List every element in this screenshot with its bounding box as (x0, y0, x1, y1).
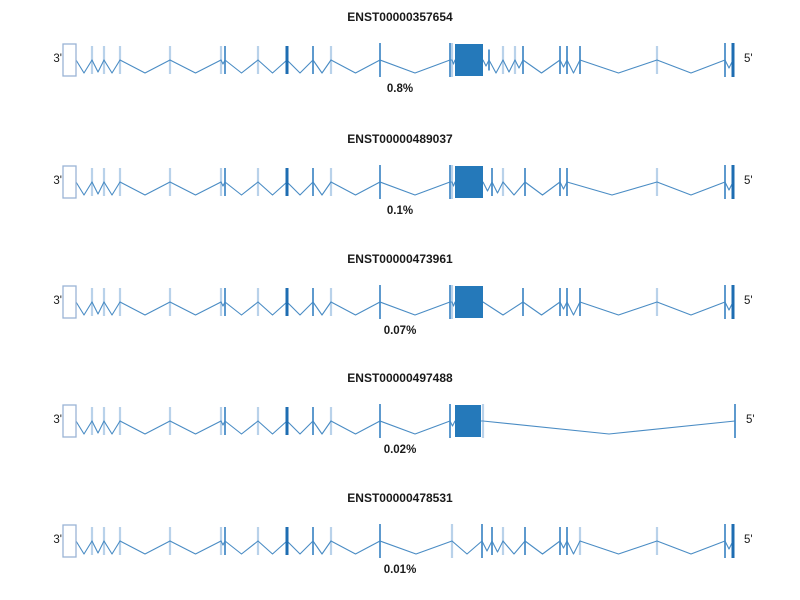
exon-tick (731, 285, 735, 319)
exon-tick (731, 165, 735, 199)
exon-tick (724, 165, 726, 199)
three-prime-label: 3' (53, 414, 62, 426)
exon-tick (522, 46, 524, 74)
exon-tick (449, 404, 451, 438)
exon-tick (285, 527, 289, 555)
five-prime-label: 5' (744, 295, 753, 307)
usage-percentage: 0.01% (383, 564, 417, 576)
three-prime-label: 3' (53, 295, 62, 307)
transcript-title: ENST00000478531 (347, 491, 453, 505)
exon-tick (491, 527, 493, 555)
exon-tick (524, 168, 526, 196)
cassette-exon-block (455, 44, 483, 76)
exon-tick (731, 43, 735, 77)
intron-line (75, 301, 734, 316)
exon-tick (522, 288, 524, 316)
exon-tick (559, 288, 561, 316)
transcript-title: ENST00000473961 (347, 252, 453, 266)
exon-tick (559, 168, 561, 196)
transcript-title: ENST00000489037 (347, 132, 453, 146)
first-exon-box (62, 524, 77, 558)
exon-tick (312, 168, 314, 196)
exon-tick (734, 404, 736, 438)
intron-line (75, 420, 736, 435)
exon-tick (379, 165, 381, 199)
transcript-track-ENST00000478531 (62, 524, 735, 558)
exon-tick (566, 288, 568, 316)
intron-line (75, 59, 734, 74)
exon-tick (724, 43, 726, 77)
exon-tick (559, 46, 561, 74)
exon-tick (491, 168, 493, 196)
exon-tick (449, 165, 451, 199)
exon-tick (285, 46, 289, 74)
exon-tick (379, 404, 381, 438)
exon-tick (524, 527, 526, 555)
exon-tick (285, 407, 289, 435)
exon-tick (312, 407, 314, 435)
three-prime-label: 3' (53, 53, 62, 65)
exon-tick (312, 288, 314, 316)
exon-tick (481, 524, 483, 558)
exon-tick (379, 285, 381, 319)
exon-tick (724, 285, 726, 319)
first-exon-box (62, 285, 77, 319)
transcript-track-ENST00000357654 (62, 43, 735, 77)
first-exon-box (62, 404, 77, 438)
exon-tick (224, 407, 226, 435)
five-prime-label: 5' (744, 534, 753, 546)
exon-tick (724, 524, 726, 558)
transcript-track-ENST00000489037 (62, 165, 735, 199)
three-prime-label: 3' (53, 534, 62, 546)
usage-percentage: 0.1% (386, 205, 414, 217)
transcript-track-ENST00000473961 (62, 285, 735, 319)
exon-tick (488, 49, 490, 71)
exon-tick (224, 46, 226, 74)
exon-tick (449, 285, 451, 319)
first-exon-box (62, 165, 77, 199)
usage-percentage: 0.07% (383, 325, 417, 337)
usage-percentage: 0.02% (383, 444, 417, 456)
exon-tick (312, 527, 314, 555)
first-exon-box (62, 43, 77, 77)
exon-tick (579, 46, 581, 74)
intron-line (75, 181, 734, 196)
exon-tick (312, 46, 314, 74)
exon-tick (449, 43, 451, 77)
exon-tick (566, 527, 568, 555)
five-prime-label: 5' (744, 175, 753, 187)
exon-tick (379, 43, 381, 77)
five-prime-label: 5' (744, 53, 753, 65)
exon-tick (559, 527, 561, 555)
exon-tick (224, 288, 226, 316)
five-prime-label: 5' (746, 414, 755, 426)
exon-tick (224, 168, 226, 196)
cassette-exon-block (455, 286, 483, 318)
exon-tick (731, 524, 735, 558)
exon-tick (285, 168, 289, 196)
exon-tick (566, 46, 568, 74)
transcript-title: ENST00000497488 (347, 371, 453, 385)
exon-tick (579, 288, 581, 316)
intron-line (75, 540, 734, 555)
cassette-exon-block (455, 405, 481, 437)
exon-tick (379, 524, 381, 558)
transcript-title: ENST00000357654 (347, 10, 453, 24)
exon-tick (224, 527, 226, 555)
three-prime-label: 3' (53, 175, 62, 187)
exon-tick (566, 168, 568, 196)
transcript-track-ENST00000497488 (62, 404, 736, 438)
exon-tick (285, 288, 289, 316)
cassette-exon-block (455, 166, 483, 198)
usage-percentage: 0.8% (386, 83, 414, 95)
